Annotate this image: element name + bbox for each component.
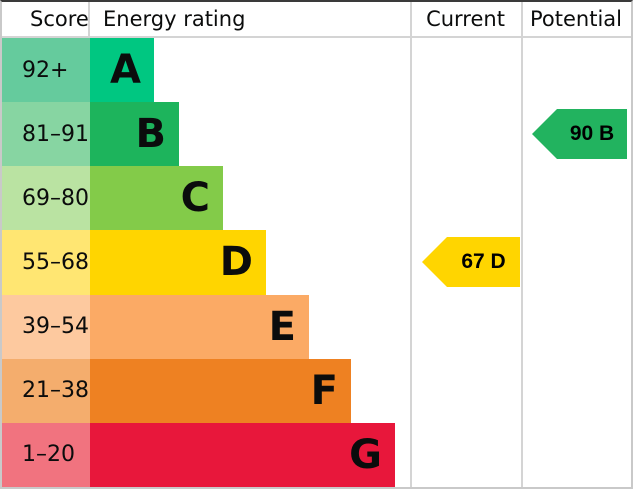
band-letter-e: E <box>268 303 296 350</box>
rating-bar-f: F <box>90 358 351 423</box>
band-row-a: 92+ A <box>2 38 631 103</box>
header-current: Current <box>426 7 505 31</box>
bands-area: 92+ A 81–91 B 69–80 C 55–68 D 39–54 E 21–38 F 1–20 G <box>2 38 631 487</box>
rating-bar-e: E <box>90 294 309 359</box>
band-letter-d: D <box>219 239 253 286</box>
score-range-d: 55–68 <box>2 230 90 295</box>
band-letter-c: C <box>180 175 210 222</box>
score-range-e: 39–54 <box>2 294 90 359</box>
band-row-b: 81–91 B <box>2 102 631 167</box>
header-potential: Potential <box>530 7 622 31</box>
band-letter-a: A <box>110 47 141 94</box>
rating-bar-c: C <box>90 166 223 231</box>
score-range-f: 21–38 <box>2 358 90 423</box>
rating-bar-a: A <box>90 38 154 103</box>
band-row-g: 1–20 G <box>2 422 631 487</box>
band-row-c: 69–80 C <box>2 166 631 231</box>
potential-rating-label: 90 B <box>569 122 615 145</box>
header-energy-rating: Energy rating <box>103 7 246 31</box>
score-range-b: 81–91 <box>2 102 90 167</box>
epc-header-row: Score Energy rating Current Potential <box>2 2 631 38</box>
score-range-a: 92+ <box>2 38 90 103</box>
band-row-d: 55–68 D <box>2 230 631 295</box>
band-letter-b: B <box>135 111 167 158</box>
score-range-g: 1–20 <box>2 422 90 487</box>
header-score: Score <box>2 2 90 36</box>
rating-bar-g: G <box>90 422 395 487</box>
band-letter-g: G <box>349 431 382 478</box>
column-divider-current <box>410 2 412 487</box>
column-divider-potential <box>521 2 523 487</box>
band-row-e: 39–54 E <box>2 294 631 359</box>
rating-bar-b: B <box>90 102 179 167</box>
score-range-c: 69–80 <box>2 166 90 231</box>
rating-bar-d: D <box>90 230 266 295</box>
band-letter-f: F <box>310 367 338 414</box>
current-rating-label: 67 D <box>461 250 506 273</box>
band-row-f: 21–38 F <box>2 358 631 423</box>
